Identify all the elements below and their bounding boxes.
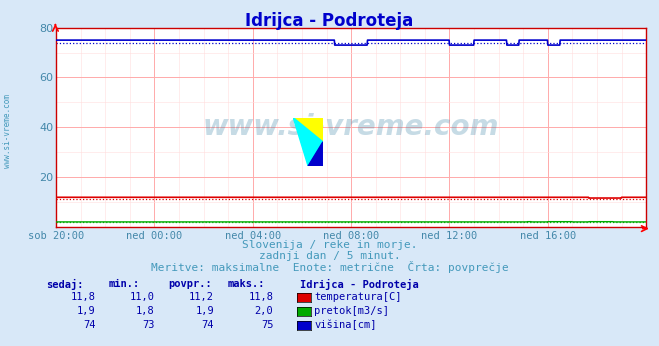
Text: www.si-vreme.com: www.si-vreme.com — [3, 94, 13, 169]
Text: 1,9: 1,9 — [77, 306, 96, 316]
Text: Idrijca - Podroteja: Idrijca - Podroteja — [300, 279, 418, 290]
Text: 11,8: 11,8 — [71, 292, 96, 302]
Text: 1,9: 1,9 — [196, 306, 214, 316]
Text: min.:: min.: — [109, 279, 140, 289]
Text: 11,8: 11,8 — [248, 292, 273, 302]
Text: 1,8: 1,8 — [136, 306, 155, 316]
Text: 11,2: 11,2 — [189, 292, 214, 302]
Polygon shape — [293, 118, 323, 166]
Text: povpr.:: povpr.: — [168, 279, 212, 289]
Text: zadnji dan / 5 minut.: zadnji dan / 5 minut. — [258, 251, 401, 261]
Text: Slovenija / reke in morje.: Slovenija / reke in morje. — [242, 240, 417, 251]
Text: Idrijca - Podroteja: Idrijca - Podroteja — [245, 12, 414, 30]
Text: 73: 73 — [142, 320, 155, 330]
Text: 74: 74 — [202, 320, 214, 330]
Text: 11,0: 11,0 — [130, 292, 155, 302]
Text: sedaj:: sedaj: — [46, 279, 84, 290]
Text: 74: 74 — [83, 320, 96, 330]
Text: 2,0: 2,0 — [255, 306, 273, 316]
Text: www.si-vreme.com: www.si-vreme.com — [203, 113, 499, 141]
Text: maks.:: maks.: — [227, 279, 265, 289]
Text: temperatura[C]: temperatura[C] — [314, 292, 402, 302]
Polygon shape — [293, 118, 323, 142]
Polygon shape — [308, 142, 323, 166]
Text: pretok[m3/s]: pretok[m3/s] — [314, 306, 389, 316]
Text: višina[cm]: višina[cm] — [314, 320, 377, 330]
Text: 75: 75 — [261, 320, 273, 330]
Text: Meritve: maksimalne  Enote: metrične  Črta: povprečje: Meritve: maksimalne Enote: metrične Črta… — [151, 261, 508, 273]
